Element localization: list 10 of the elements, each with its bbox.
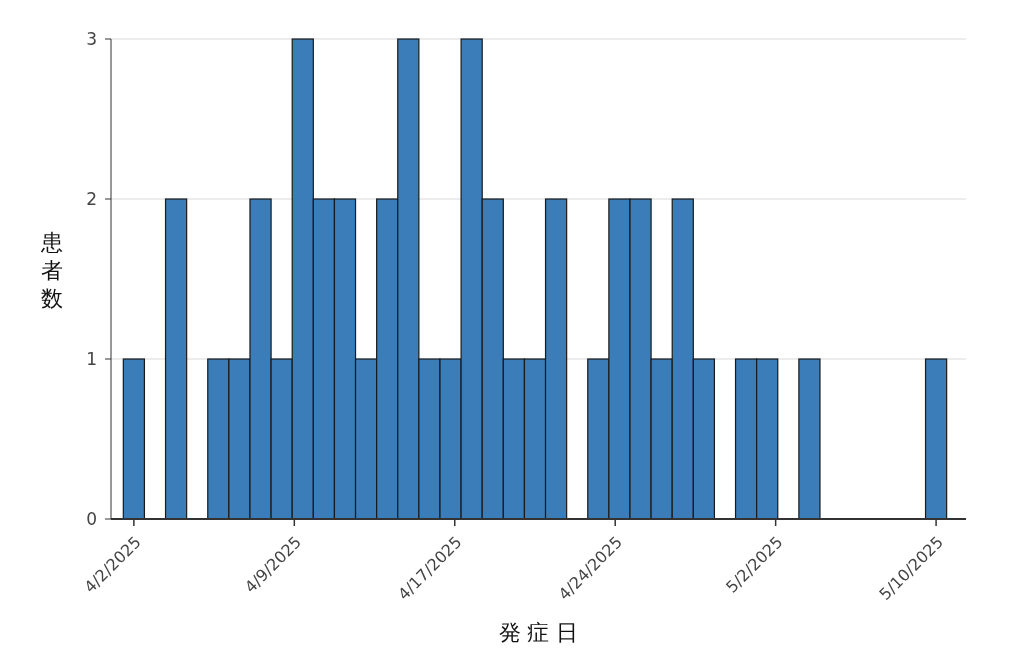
bar: [122, 358, 146, 520]
bar: [798, 358, 821, 520]
y-tick-label: 1: [86, 349, 97, 369]
y-axis-title: 患者数: [40, 230, 63, 311]
bar: [924, 358, 948, 520]
x-axis-title: 発 症 日: [498, 620, 579, 645]
y-tick-label: 0: [86, 509, 97, 529]
y-tick-label: 3: [86, 29, 97, 49]
bar: [164, 198, 188, 520]
y-tick-label: 2: [86, 189, 97, 209]
